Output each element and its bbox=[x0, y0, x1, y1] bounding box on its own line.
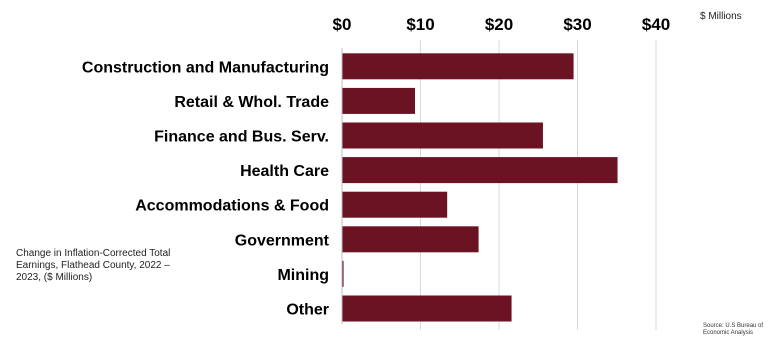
bar bbox=[342, 157, 618, 184]
category-label: Health Care bbox=[240, 163, 329, 180]
category-label: Construction and Manufacturing bbox=[82, 59, 329, 76]
chart-description: Change in Inflation-Corrected Total Earn… bbox=[16, 248, 171, 283]
bar bbox=[342, 87, 416, 114]
bar bbox=[342, 122, 543, 149]
category-label: Other bbox=[286, 302, 329, 319]
x-tick-label: $30 bbox=[563, 15, 591, 34]
category-label: Accommodations & Food bbox=[135, 198, 329, 215]
x-tick-label: $20 bbox=[485, 15, 513, 34]
x-tick-label: $0 bbox=[333, 15, 352, 34]
category-label: Retail & Whol. Trade bbox=[174, 94, 329, 111]
bar bbox=[342, 53, 574, 80]
bar bbox=[342, 260, 344, 287]
category-label: Finance and Bus. Serv. bbox=[154, 129, 329, 146]
units-note: $ Millions bbox=[700, 11, 742, 22]
bar bbox=[342, 226, 479, 253]
category-label: Mining bbox=[277, 267, 329, 284]
bar bbox=[342, 191, 448, 218]
x-tick-label: $10 bbox=[406, 15, 434, 34]
x-tick-label: $40 bbox=[642, 15, 670, 34]
bar bbox=[342, 295, 512, 322]
category-label: Government bbox=[235, 232, 330, 249]
source-note: Source: U.S Bureau of Economic Analysis bbox=[703, 323, 764, 336]
